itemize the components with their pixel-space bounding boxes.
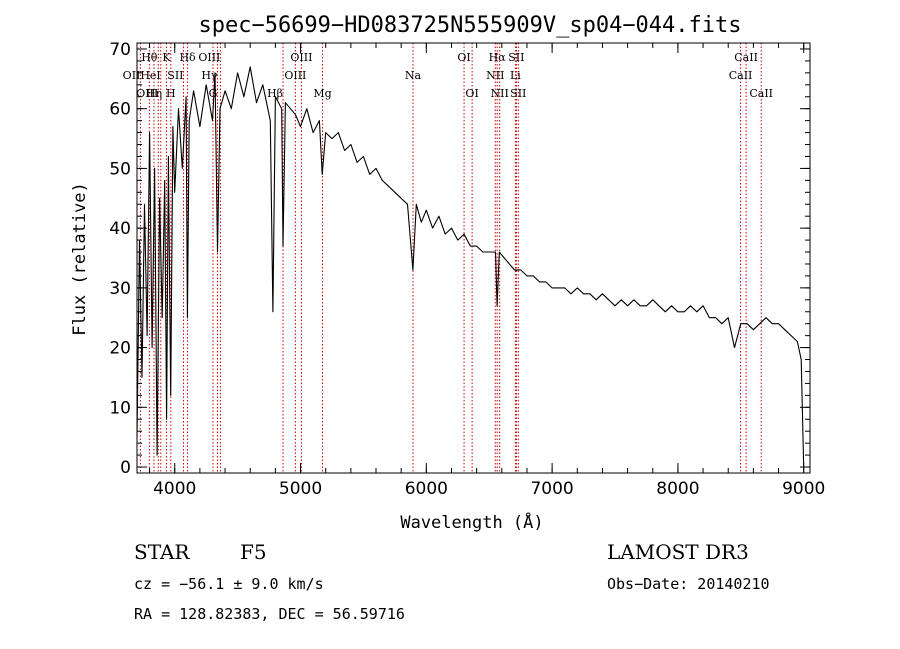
y-tick-label-2: 20 <box>109 339 131 359</box>
observation-date: Obs−Date: 20140210 <box>607 575 770 593</box>
x-tick-label-1: 5000 <box>279 479 322 499</box>
survey-name: LAMOST DR3 <box>607 540 749 564</box>
x-axis-ticks: 4000 5000 6000 7000 8000 9000 <box>149 43 825 499</box>
line-label-21: NII <box>491 87 509 100</box>
line-label-17: OI <box>457 51 470 64</box>
line-label-16: Na <box>405 69 422 82</box>
line-label-1: OII <box>123 69 141 82</box>
x-axis-label: Wavelength (Å) <box>400 511 543 533</box>
spectrum-series <box>136 66 805 468</box>
line-label-27: CaII <box>749 87 773 100</box>
line-label-0: Hθ <box>141 51 158 64</box>
x-tick-label-3: 7000 <box>530 479 573 499</box>
y-tick-label-4: 40 <box>109 219 131 239</box>
sky-coordinates: RA = 128.82383, DEC = 56.59716 <box>134 605 405 623</box>
line-label-9: OIII <box>198 51 220 64</box>
x-tick-label-0: 4000 <box>153 479 196 499</box>
line-label-22: SII <box>508 51 524 64</box>
line-label-20: NII <box>486 69 504 82</box>
spectral-line-markers <box>139 43 762 473</box>
line-label-6: H <box>166 87 176 100</box>
y-axis-ticks: 0 10 20 30 40 50 60 70 <box>109 40 810 478</box>
line-label-25: CaII <box>734 51 758 64</box>
y-tick-label-3: 30 <box>109 279 131 299</box>
y-tick-label-0: 0 <box>120 458 131 478</box>
line-label-4: Hη <box>146 87 162 100</box>
y-tick-label-7: 70 <box>109 40 131 60</box>
line-label-19: Hα <box>489 51 507 64</box>
x-tick-label-5: 9000 <box>782 479 825 499</box>
line-label-7: SII <box>167 69 183 82</box>
spectrum-line <box>136 66 805 468</box>
object-class: STAR <box>134 540 190 564</box>
line-label-11: G <box>209 87 218 100</box>
line-label-24: SII <box>510 87 526 100</box>
redshift-velocity: cz = −56.1 ± 9.0 km/s <box>134 575 324 593</box>
line-label-18: OI <box>465 87 478 100</box>
line-label-14: OIII <box>284 69 306 82</box>
x-tick-label-4: 8000 <box>656 479 699 499</box>
line-label-15: Mg <box>313 87 331 100</box>
line-label-8: Hδ <box>179 51 196 64</box>
y-tick-label-6: 60 <box>109 100 131 120</box>
y-tick-label-5: 50 <box>109 159 131 179</box>
line-label-2: HeI <box>140 69 160 82</box>
y-tick-label-1: 10 <box>109 398 131 418</box>
line-label-23: Li <box>510 69 521 82</box>
chart-title: spec−56699−HD083725N555909V_sp04−044.fit… <box>198 13 741 38</box>
line-label-5: K <box>162 51 171 64</box>
y-axis-label: Flux (relative) <box>70 182 90 336</box>
object-subclass: F5 <box>240 540 267 564</box>
line-label-26: CaII <box>729 69 753 82</box>
plot-frame <box>136 42 811 474</box>
line-label-10: Hγ <box>201 69 218 82</box>
line-label-13: OIII <box>290 51 312 64</box>
x-tick-label-2: 6000 <box>405 479 448 499</box>
line-label-12: Hβ <box>267 87 283 100</box>
